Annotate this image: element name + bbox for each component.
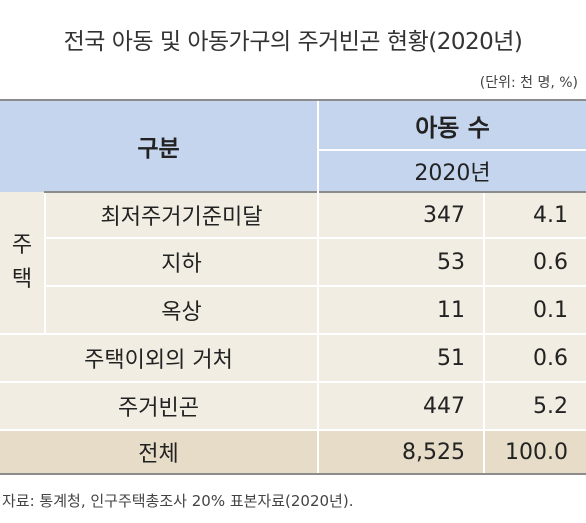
row-label: 옥상 — [43, 285, 319, 334]
housing-group-label: 주 택 — [0, 192, 45, 334]
total-label: 전체 — [0, 429, 319, 475]
header-group: 아동 수 — [317, 99, 586, 150]
total-row: 전체 8,525 100.0 — [0, 429, 586, 475]
row-label: 지하 — [43, 237, 319, 286]
row-count: 53 — [317, 237, 485, 286]
row-pct: 0.1 — [483, 285, 586, 334]
row-pct: 4.1 — [483, 191, 586, 238]
table-row: 주 택 최저주거기준미달 347 4.1 — [0, 191, 586, 334]
header-row-2: 2020년 — [0, 149, 586, 192]
row-count: 347 — [317, 191, 485, 238]
row-pct: 5.2 — [483, 381, 586, 430]
total-count: 8,525 — [317, 429, 485, 475]
header-year: 2020년 — [317, 149, 586, 192]
housing-group-char-1: 주 — [11, 232, 33, 258]
total-pct: 100.0 — [483, 429, 586, 475]
row-pct: 0.6 — [483, 333, 586, 382]
table-row: 지하 53 0.6 — [0, 237, 586, 286]
housing-group-char-2: 택 — [11, 266, 33, 292]
header-category: 구분 — [0, 99, 319, 192]
row-count: 11 — [317, 285, 485, 334]
unit-note: (단위: 천 명, %) — [479, 75, 578, 91]
row-count: 51 — [317, 333, 485, 382]
row-label: 주거빈곤 — [0, 381, 319, 430]
table-row: 주택이외의 거처 51 0.6 — [0, 333, 586, 382]
table-row: 옥상 11 0.1 — [0, 285, 586, 334]
table-title: 전국 아동 및 아동가구의 주거빈곤 현황(2020년) — [63, 29, 523, 55]
row-pct: 0.6 — [483, 237, 586, 286]
row-count: 447 — [317, 381, 485, 430]
poverty-table: 구분 아동 수 2020년 주 택 최저주거기준미달 347 4.1 지하 53… — [0, 99, 586, 475]
row-label: 최저주거기준미달 — [43, 191, 319, 238]
table-row: 주거빈곤 447 5.2 — [0, 381, 586, 430]
row-label: 주택이외의 거처 — [0, 333, 319, 382]
header-row-1: 구분 아동 수 — [0, 99, 586, 192]
source-note: 자료: 통계청, 인구주택총조사 20% 표본자료(2020년). — [2, 492, 354, 510]
